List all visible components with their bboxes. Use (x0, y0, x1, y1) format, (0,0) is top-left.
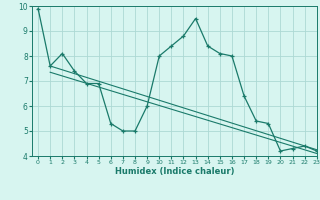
X-axis label: Humidex (Indice chaleur): Humidex (Indice chaleur) (115, 167, 234, 176)
